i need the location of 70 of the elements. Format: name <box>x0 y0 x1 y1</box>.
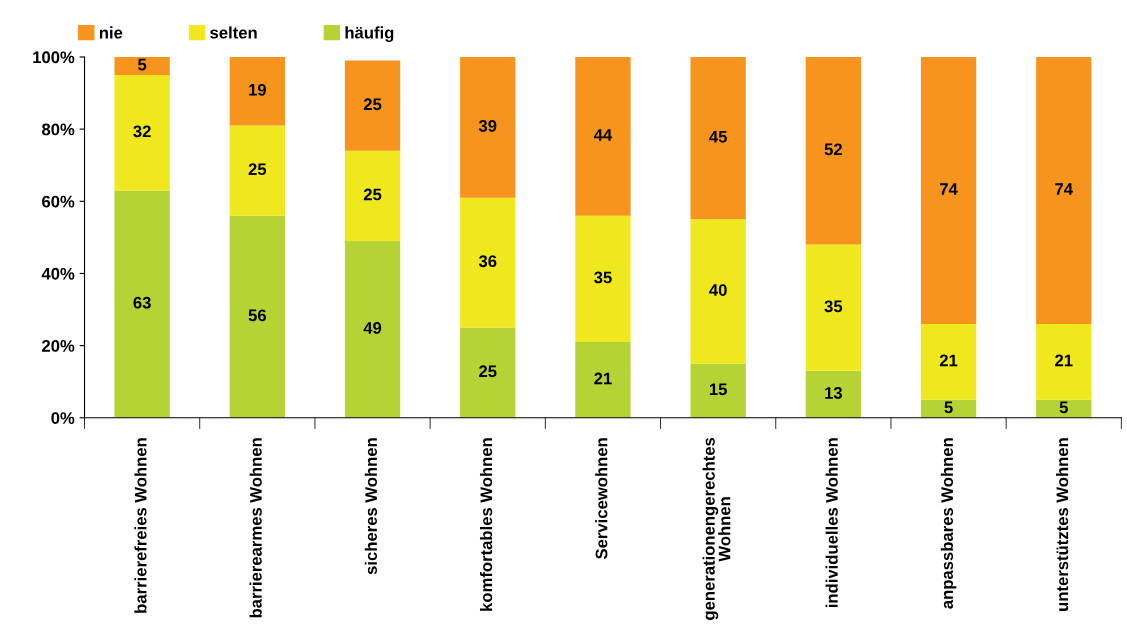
legend-label: häufig <box>345 26 394 42</box>
x-tick-label: anpassbares Wohnen <box>940 438 957 609</box>
data-label: 25 <box>363 188 382 201</box>
y-tick-label: 40% <box>41 267 75 280</box>
data-label: 25 <box>363 98 382 111</box>
data-label: 40 <box>709 284 727 296</box>
bar <box>805 370 861 418</box>
data-label: 25 <box>248 163 267 176</box>
x-tick-label: komfortables Wohnen <box>479 438 493 611</box>
x-tick-label: generationengerechtes Wohnen <box>702 437 731 620</box>
data-label: 5 <box>944 401 953 414</box>
bar <box>114 75 170 191</box>
bar <box>690 56 746 220</box>
data-label: 63 <box>133 296 151 309</box>
data-label: 36 <box>478 255 497 268</box>
legend-label: nie <box>99 26 123 39</box>
data-label: 15 <box>709 383 727 396</box>
x-tick-label: sicheres Wohnen <box>364 438 378 575</box>
data-label: 74 <box>940 183 958 195</box>
bar <box>460 327 516 418</box>
bar <box>229 125 285 216</box>
bar <box>920 56 977 324</box>
bar <box>1036 323 1092 400</box>
legend-label: selten <box>210 26 257 39</box>
bar <box>460 197 516 328</box>
data-label: 49 <box>363 322 382 334</box>
y-tick-label: 100% <box>33 51 75 64</box>
data-label: 74 <box>1055 183 1073 195</box>
data-label: 32 <box>133 125 151 138</box>
bar <box>575 342 631 418</box>
bar <box>805 56 861 245</box>
bar <box>344 150 401 241</box>
x-tick-label: individuelles Wohnen <box>825 438 838 608</box>
data-label: 56 <box>248 309 266 322</box>
bar <box>229 215 285 418</box>
data-label: 21 <box>1055 354 1073 367</box>
y-tick-label: 0% <box>51 412 75 424</box>
data-label: 44 <box>593 129 613 141</box>
data-label: 5 <box>138 58 147 71</box>
x-tick-label: barrierefreies Wohnen <box>134 438 147 613</box>
data-label: 52 <box>824 143 842 156</box>
y-tick-label: 60% <box>42 195 75 208</box>
bar <box>575 215 631 343</box>
bar <box>690 363 746 418</box>
data-label: 21 <box>594 372 612 385</box>
bar <box>920 323 977 400</box>
data-label: 25 <box>479 365 497 378</box>
data-label: 39 <box>478 120 497 132</box>
y-tick-label: 80% <box>41 123 75 136</box>
bar <box>690 219 746 364</box>
bar <box>229 56 285 126</box>
bar <box>344 240 401 418</box>
data-label: 13 <box>825 387 843 399</box>
data-label: 5 <box>1059 401 1068 414</box>
bar <box>344 60 401 151</box>
bar <box>460 56 516 198</box>
x-tick-label: Servicewohnen <box>595 438 608 559</box>
x-tick-label: barrierearmes Wohnen <box>249 438 262 618</box>
data-label: 19 <box>249 83 266 96</box>
bar <box>114 56 170 76</box>
data-label: 35 <box>824 300 843 313</box>
bar <box>114 190 170 418</box>
data-label: 35 <box>594 271 612 284</box>
bar <box>805 244 861 371</box>
data-label: 21 <box>939 354 958 367</box>
bar <box>575 56 631 216</box>
x-tick-label: unterstütztes Wohnen <box>1055 438 1069 611</box>
data-label: 45 <box>709 131 727 143</box>
y-tick-label: 20% <box>42 340 75 352</box>
bar <box>1036 56 1092 324</box>
